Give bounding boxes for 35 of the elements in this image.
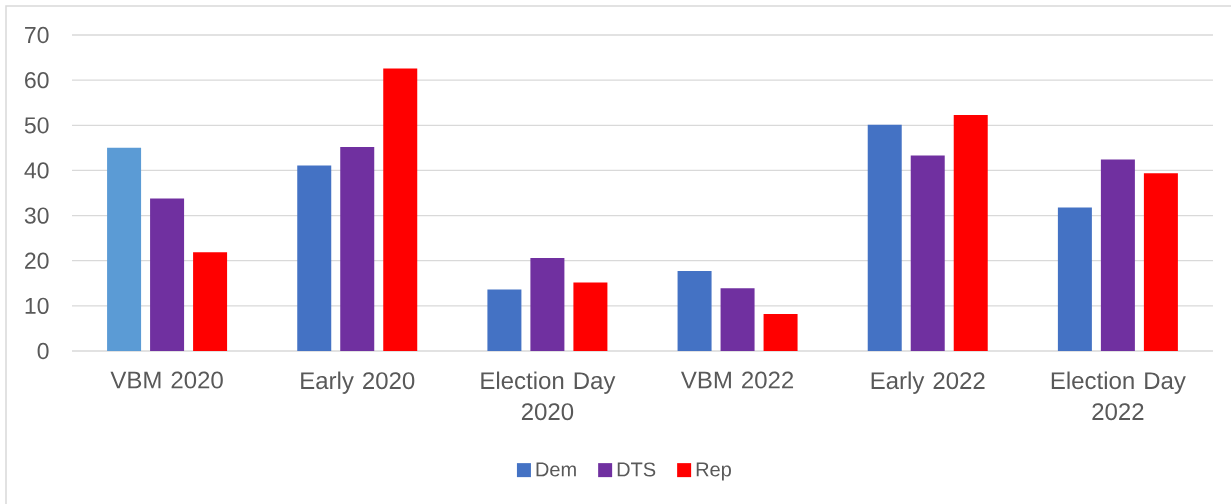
x-tick-label: Early 2022	[871, 371, 985, 394]
y-tick-label: 50	[24, 117, 49, 134]
y-tick-label: 40	[24, 162, 49, 179]
legend-label: Dem	[536, 462, 576, 477]
y-tick-label: 20	[25, 252, 49, 269]
bar	[867, 124, 902, 351]
bar	[530, 258, 565, 351]
bar	[910, 155, 945, 351]
bar	[573, 282, 608, 351]
x-tick-label: VBM 2022	[680, 371, 794, 389]
bar	[297, 165, 332, 351]
y-tick-label: 70	[25, 26, 49, 44]
bar	[150, 198, 185, 351]
bar	[763, 313, 798, 351]
bar	[193, 252, 228, 351]
legend-label: Rep	[696, 462, 731, 481]
bar	[383, 68, 418, 351]
bar	[107, 147, 142, 351]
y-tick-label: 10	[25, 297, 49, 314]
bar	[677, 271, 712, 351]
y-tick-label: 0	[37, 342, 49, 360]
bar	[340, 146, 375, 351]
legend-label: DTS	[617, 462, 656, 477]
x-tick-label: Early 2020	[301, 371, 415, 394]
bar	[487, 289, 522, 351]
x-tick-label: VBM 2020	[110, 371, 223, 389]
x-tick-label: Election Day 2022	[1051, 371, 1186, 421]
y-tick-label: 30	[24, 207, 49, 224]
y-tick-label: 60	[25, 72, 49, 89]
bar	[1100, 159, 1135, 351]
bar	[953, 114, 988, 351]
bar	[720, 288, 755, 351]
bar	[1057, 207, 1092, 351]
x-tick-label: Election Day 2020	[481, 371, 616, 421]
bar	[1143, 173, 1178, 351]
